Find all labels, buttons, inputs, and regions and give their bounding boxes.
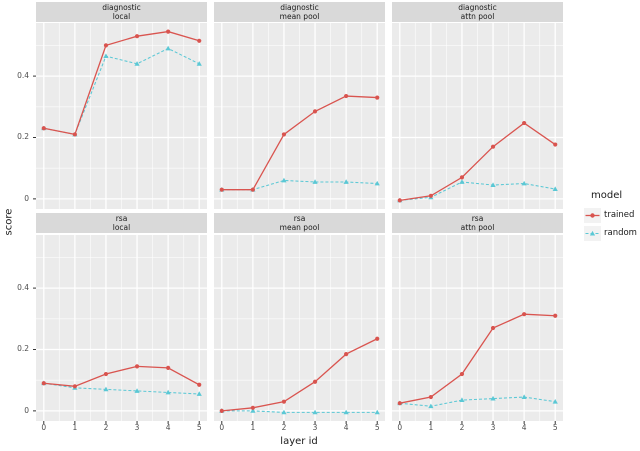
strip-col-label: attn pool xyxy=(460,12,495,21)
facet-strip-diagnostic-attn-pool: diagnostic attn pool xyxy=(392,2,563,22)
x-tick-label: 0 xyxy=(397,423,403,432)
x-axis-title: layer id xyxy=(280,436,318,447)
strip-row-label: diagnostic xyxy=(102,3,141,12)
x-tick-label: 2 xyxy=(459,423,465,432)
random-key-icon xyxy=(584,225,601,241)
facet-strip-diagnostic-local: diagnostic local xyxy=(36,2,207,22)
facet-strip-rsa-mean-pool: rsa mean pool xyxy=(214,213,385,233)
series-trained xyxy=(41,364,202,389)
x-tick-label: 5 xyxy=(196,423,202,432)
panel-rsa-mean-pool xyxy=(214,235,385,424)
series-trained xyxy=(219,336,380,413)
panel-diagnostic-attn-pool xyxy=(392,23,563,209)
panel-rsa-attn-pool xyxy=(392,235,563,424)
trained-key-icon xyxy=(584,207,601,223)
axis-ticks xyxy=(399,421,556,424)
y-tick-label: 0.2 xyxy=(17,344,29,354)
x-tick-label: 4 xyxy=(521,423,527,432)
series-trained xyxy=(397,312,558,406)
x-tick-label: 3 xyxy=(312,423,318,432)
gridlines xyxy=(392,235,563,421)
y-tick-label: 0 xyxy=(24,405,29,415)
x-tick-label: 2 xyxy=(103,423,109,432)
facet-strip-rsa-attn-pool: rsa attn pool xyxy=(392,213,563,233)
series-trained xyxy=(219,93,380,192)
legend-label-trained: trained xyxy=(604,209,635,220)
axis-ticks xyxy=(221,421,378,424)
strip-col-label: mean pool xyxy=(279,223,320,232)
facet-strip-rsa-local: rsa local xyxy=(36,213,207,233)
legend-label-random: random xyxy=(604,227,637,238)
axis-ticks xyxy=(33,75,36,200)
x-tick-label: 3 xyxy=(134,423,140,432)
strip-row-label: rsa xyxy=(471,214,484,223)
panel-rsa-local xyxy=(33,235,207,424)
strip-row-label: diagnostic xyxy=(458,3,497,12)
strip-row-label: rsa xyxy=(293,214,306,223)
gridlines xyxy=(214,23,385,209)
strip-col-label: mean pool xyxy=(279,12,320,21)
x-tick-label: 0 xyxy=(41,423,47,432)
gridlines xyxy=(214,235,385,421)
y-tick-label: 0.4 xyxy=(17,71,29,81)
x-tick-label: 5 xyxy=(552,423,558,432)
legend-entry-trained: trained xyxy=(584,206,637,224)
gridlines xyxy=(36,23,207,209)
x-tick-label: 1 xyxy=(428,423,434,432)
strip-row-label: rsa xyxy=(115,214,128,223)
x-tick-label: 4 xyxy=(165,423,171,432)
x-tick-label: 0 xyxy=(219,423,225,432)
y-axis-title: score xyxy=(3,208,15,236)
x-tick-label: 1 xyxy=(250,423,256,432)
legend-title: model xyxy=(591,190,623,201)
panel-diagnostic-local xyxy=(33,23,207,209)
strip-col-label: attn pool xyxy=(460,223,495,232)
series-trained xyxy=(397,120,558,203)
strip-row-label: diagnostic xyxy=(280,3,319,12)
legend: model trained random xyxy=(584,190,637,242)
panel-diagnostic-mean-pool xyxy=(214,23,385,209)
strip-col-label: local xyxy=(112,12,131,21)
legend-entry-random: random xyxy=(584,224,637,242)
y-tick-label: 0.4 xyxy=(17,283,29,293)
series-trained xyxy=(41,29,202,137)
x-tick-label: 4 xyxy=(343,423,349,432)
x-tick-label: 3 xyxy=(490,423,496,432)
x-tick-label: 2 xyxy=(281,423,287,432)
y-tick-label: 0 xyxy=(24,193,29,203)
x-tick-label: 5 xyxy=(374,423,380,432)
x-tick-label: 1 xyxy=(72,423,78,432)
strip-col-label: local xyxy=(112,223,131,232)
series-random xyxy=(397,394,558,409)
gridlines xyxy=(36,235,207,421)
y-tick-label: 0.2 xyxy=(17,132,29,142)
axis-ticks xyxy=(33,287,200,424)
facet-strip-diagnostic-mean-pool: diagnostic mean pool xyxy=(214,2,385,22)
